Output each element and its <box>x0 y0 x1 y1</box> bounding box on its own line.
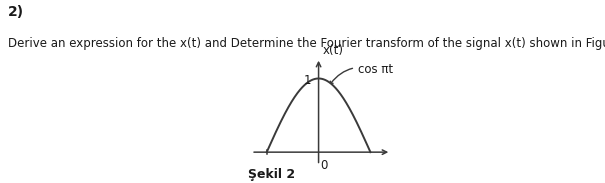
Text: 0: 0 <box>321 159 328 172</box>
Text: Şekil 2: Şekil 2 <box>248 168 295 181</box>
Text: cos πt: cos πt <box>330 63 393 83</box>
Text: 2): 2) <box>8 5 24 20</box>
Text: 1: 1 <box>304 74 312 87</box>
Text: x(t): x(t) <box>322 44 344 57</box>
Text: Derive an expression for the x(t) and Determine the Fourier transform of the sig: Derive an expression for the x(t) and De… <box>8 37 605 50</box>
